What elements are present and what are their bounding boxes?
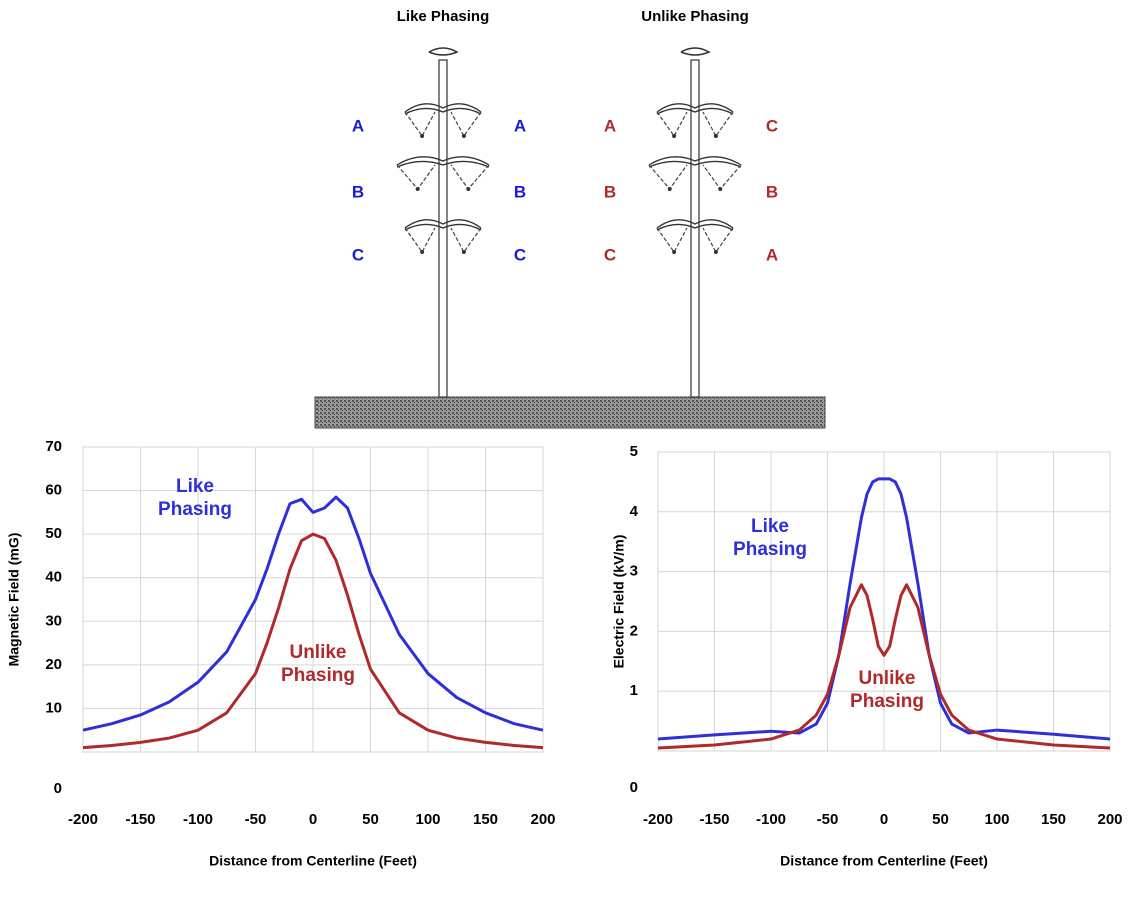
conductor [415, 187, 420, 191]
series-line [82, 495, 544, 732]
x-tick-label: 200 [1097, 811, 1122, 828]
conductor [672, 134, 677, 138]
x-tick-label: 0 [309, 811, 317, 828]
phase-label: B [352, 182, 364, 201]
x-tick-label: 150 [473, 811, 498, 828]
phase-label: A [514, 116, 526, 135]
y-axis-title: Electric Field (kV/m) [611, 535, 627, 669]
conductor [667, 187, 672, 191]
series-line [82, 532, 544, 750]
cross-arm [656, 219, 734, 231]
insulator [648, 164, 688, 190]
insulator [396, 164, 436, 190]
conductor [718, 187, 723, 191]
x-tick-label: -100 [183, 811, 213, 828]
phase-label: A [352, 116, 364, 135]
x-tick-label: -150 [125, 811, 155, 828]
x-tick-label: -50 [245, 811, 267, 828]
insulator [404, 111, 436, 138]
cross-arm [656, 103, 734, 115]
x-axis-title: Distance from Centerline (Feet) [209, 853, 417, 869]
insulator [702, 164, 742, 190]
x-tick-label: 100 [984, 811, 1009, 828]
conductor [713, 134, 718, 138]
phase-label: C [604, 245, 616, 264]
phase-label: A [604, 116, 616, 135]
phase-label: A [766, 245, 778, 264]
cross-arm [404, 219, 482, 231]
y-tick-label: 60 [45, 482, 62, 499]
x-tick-label: 50 [932, 811, 949, 828]
x-tick-label: 100 [415, 811, 440, 828]
ground [314, 396, 826, 429]
y-tick-label: 20 [45, 656, 62, 673]
series-label: Unlike Phasing [850, 668, 924, 712]
insulator [450, 164, 490, 190]
x-tick-label: 50 [362, 811, 379, 828]
insulator [656, 111, 688, 138]
series-label: Like Phasing [158, 476, 232, 520]
series-line [657, 583, 1111, 750]
x-tick-label: -50 [817, 811, 839, 828]
x-tick-label: -150 [699, 811, 729, 828]
conductor [466, 187, 471, 191]
tower-title: Unlike Phasing [641, 8, 749, 25]
cross-arm [404, 103, 482, 115]
phase-label: B [604, 182, 616, 201]
y-tick-label: 0 [630, 779, 638, 796]
x-axis-title: Distance from Centerline (Feet) [780, 853, 988, 869]
cap [428, 47, 459, 56]
insulator [450, 227, 482, 254]
y-tick-label: 4 [630, 503, 639, 520]
y-tick-label: 3 [630, 563, 638, 580]
x-tick-label: -200 [68, 811, 98, 828]
y-tick-label: 10 [45, 699, 62, 716]
tower-title: Like Phasing [397, 8, 490, 25]
conductor [713, 250, 718, 254]
y-tick-label: 2 [630, 622, 638, 639]
insulator [450, 111, 482, 138]
series-line [657, 477, 1111, 741]
phase-label: B [766, 182, 778, 201]
series-label: Unlike Phasing [281, 642, 355, 686]
y-tick-label: 5 [630, 443, 638, 460]
x-tick-label: 200 [530, 811, 555, 828]
conductor [461, 134, 466, 138]
y-axis-title: Magnetic Field (mG) [6, 533, 22, 667]
cross-arm [648, 156, 742, 168]
x-tick-label: 0 [880, 811, 888, 828]
phase-label: C [766, 116, 778, 135]
phase-label: C [514, 245, 526, 264]
phase-label: B [514, 182, 526, 201]
conductor [420, 250, 425, 254]
insulator [702, 111, 734, 138]
y-tick-label: 0 [54, 780, 62, 797]
conductor [461, 250, 466, 254]
cross-arm [396, 156, 490, 168]
phase-label: C [352, 245, 364, 264]
y-tick-label: 70 [45, 438, 62, 455]
insulator [404, 227, 436, 254]
series-label: Like Phasing [733, 516, 807, 560]
y-tick-label: 1 [630, 682, 638, 699]
x-tick-label: 150 [1041, 811, 1066, 828]
insulator [656, 227, 688, 254]
y-tick-label: 40 [45, 569, 62, 586]
conductor [420, 134, 425, 138]
conductor [672, 250, 677, 254]
x-tick-label: -100 [756, 811, 786, 828]
cap [680, 47, 711, 56]
x-tick-label: -200 [643, 811, 673, 828]
y-tick-label: 50 [45, 525, 62, 542]
insulator [702, 227, 734, 254]
y-tick-label: 30 [45, 612, 62, 629]
